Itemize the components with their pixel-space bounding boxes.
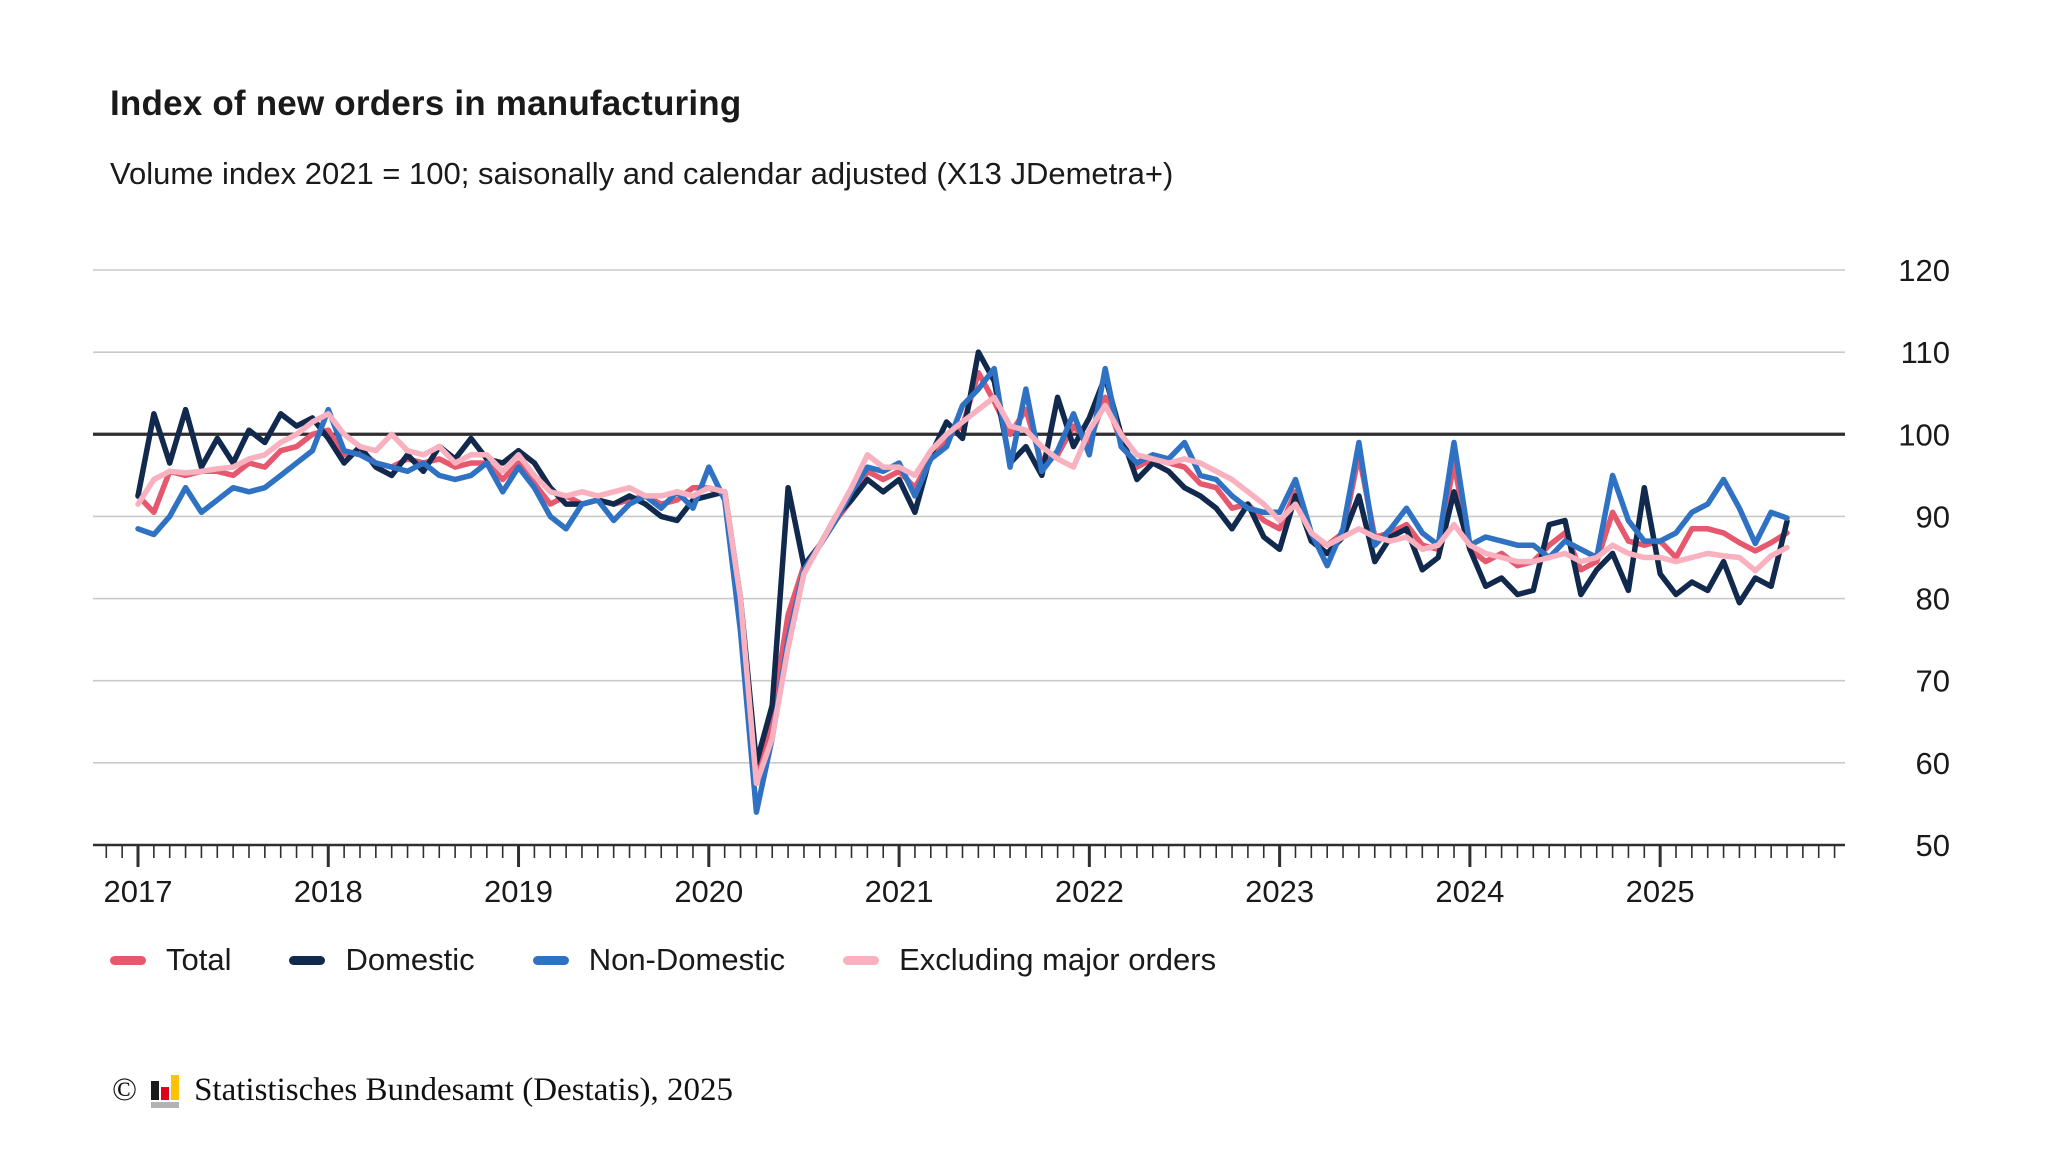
chart-subtitle: Volume index 2021 = 100; saisonally and …	[110, 156, 1174, 191]
x-tick-label-2020: 2020	[674, 874, 743, 909]
x-tick-label-2017: 2017	[104, 874, 173, 909]
copyright-symbol: ©	[112, 1072, 138, 1108]
x-tick-label-2023: 2023	[1245, 874, 1314, 909]
x-tick-label-2018: 2018	[294, 874, 363, 909]
y-tick-label: 50	[1916, 828, 1950, 863]
y-tick-label: 110	[1901, 335, 1950, 370]
gridlines	[93, 269, 1845, 764]
legend-label-non-domestic: Non-Domestic	[588, 942, 786, 977]
legend-swatch-excluding-major-orders	[843, 955, 880, 965]
x-axis	[93, 843, 1845, 867]
destatis-logo-icon	[151, 1075, 180, 1108]
legend-item-domestic: Domestic	[289, 942, 475, 978]
x-axis-labels: 2017 2018 2019 2020 2021 2022 2023 2024 2025	[104, 874, 1695, 909]
y-tick-label: 100	[1898, 417, 1950, 452]
legend-item-total: Total	[110, 942, 231, 978]
source-line: © Statistisches Bundesamt (Destatis), 20…	[112, 1072, 733, 1109]
y-tick-label: 70	[1916, 664, 1950, 699]
legend-swatch-domestic	[289, 955, 326, 965]
y-axis-labels: 120 110 100 90 80 70 60 50	[1898, 253, 1950, 863]
x-tick-label-2024: 2024	[1435, 874, 1504, 909]
source-text: Statistisches Bundesamt (Destatis), 2025	[194, 1072, 734, 1108]
legend-swatch-non-domestic	[532, 955, 569, 965]
legend-item-excluding-major-orders: Excluding major orders	[843, 942, 1216, 978]
x-tick-label-2025: 2025	[1626, 874, 1695, 909]
y-tick-label: 120	[1898, 253, 1950, 288]
x-tick-label-2021: 2021	[865, 874, 934, 909]
chart-legend: Total Domestic Non-Domestic Excluding major…	[110, 942, 1216, 978]
x-tick-label-2022: 2022	[1055, 874, 1124, 909]
legend-label-domestic: Domestic	[345, 942, 475, 977]
y-tick-label: 90	[1916, 499, 1950, 534]
legend-label-excluding-major-orders: Excluding major orders	[899, 942, 1217, 977]
x-tick-label-2019: 2019	[484, 874, 553, 909]
series-line-excluding-major-orders	[135, 394, 1790, 787]
legend-item-non-domestic: Non-Domestic	[532, 942, 786, 978]
y-tick-label: 60	[1916, 746, 1950, 781]
legend-label-total: Total	[166, 942, 232, 977]
series-line-domestic	[135, 349, 1790, 766]
y-tick-label: 80	[1916, 582, 1950, 617]
series-line-non-domestic	[135, 365, 1790, 815]
chart-title: Index of new orders in manufacturing	[110, 84, 742, 123]
legend-swatch-total	[110, 955, 146, 965]
